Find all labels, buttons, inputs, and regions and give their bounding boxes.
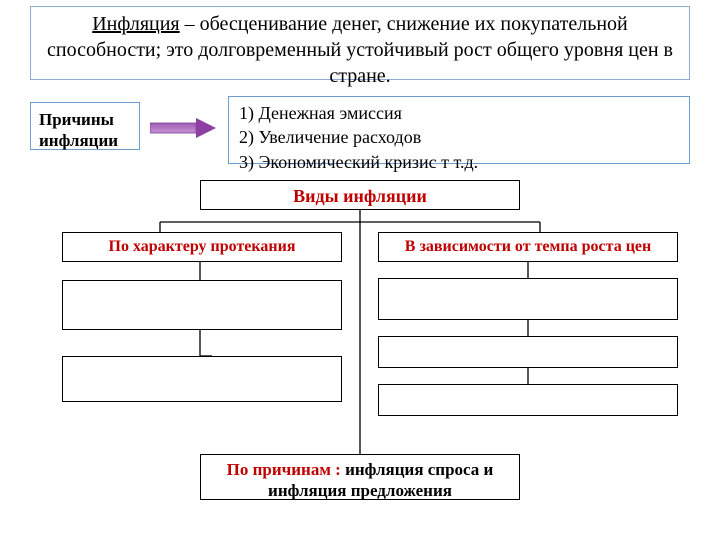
right-branch-header-label: В зависимости от темпа роста цен xyxy=(405,238,651,255)
left-child-1 xyxy=(62,280,342,330)
right-child-2 xyxy=(378,336,678,368)
right-branch-header: В зависимости от темпа роста цен xyxy=(378,232,678,262)
bottom-node: По причинам : инфляция спроса и инфляция… xyxy=(200,454,520,500)
right-child-1 xyxy=(378,278,678,320)
tree-root-label: Виды инфляции xyxy=(293,186,427,206)
arrow-head xyxy=(196,118,216,138)
right-child-3 xyxy=(378,384,678,416)
arrow-shaft xyxy=(150,123,196,133)
arrow-icon xyxy=(150,118,216,138)
bottom-prefix: По причинам : xyxy=(227,460,345,479)
causes-label-text: Причины инфляции xyxy=(39,110,118,150)
causes-item-2: 2) Увеличение расходов xyxy=(239,125,679,149)
causes-item-1: 1) Денежная эмиссия xyxy=(239,101,679,125)
tree-root: Виды инфляции xyxy=(200,180,520,210)
left-child-2 xyxy=(62,356,342,402)
causes-list-box: 1) Денежная эмиссия 2) Увеличение расход… xyxy=(228,96,690,164)
causes-item-3: 3) Экономический кризис т т.д. xyxy=(239,150,679,174)
definition-term: Инфляция xyxy=(92,13,179,35)
causes-label-box: Причины инфляции xyxy=(30,102,140,150)
left-branch-header-label: По характеру протекания xyxy=(109,238,296,255)
left-branch-header: По характеру протекания xyxy=(62,232,342,262)
definition-box: Инфляция – обесценивание денег, снижение… xyxy=(30,6,690,80)
